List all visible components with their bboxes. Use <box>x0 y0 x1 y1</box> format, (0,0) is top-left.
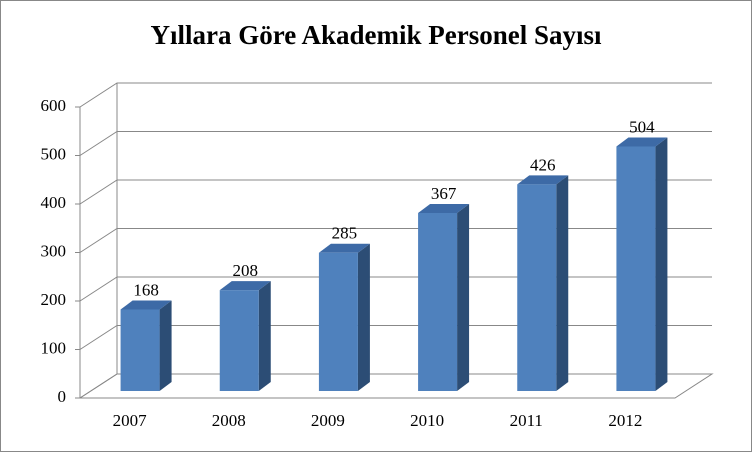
x-tick-label: 2012 <box>608 411 642 430</box>
bar-side <box>655 137 668 391</box>
bar-side <box>357 243 370 391</box>
grid-line <box>79 179 712 205</box>
value-label: 285 <box>332 224 358 243</box>
bar-side <box>556 175 569 391</box>
value-label: 367 <box>431 184 457 203</box>
bar-side <box>457 204 470 391</box>
y-tick-label: 500 <box>41 144 67 163</box>
y-tick-label: 400 <box>41 193 67 212</box>
grid-line <box>79 131 712 156</box>
bar <box>219 281 271 391</box>
value-label: 426 <box>530 155 556 174</box>
bar-top <box>120 300 172 310</box>
bar-front <box>318 252 358 391</box>
bar <box>517 175 569 391</box>
bar-top <box>616 137 668 147</box>
grid-line <box>79 82 712 108</box>
bar <box>120 300 172 391</box>
y-tick-label: 200 <box>41 290 67 309</box>
bar-top <box>318 243 370 253</box>
bar-front <box>219 290 259 391</box>
bar-front <box>120 309 160 391</box>
bar <box>616 137 668 391</box>
value-label: 208 <box>233 261 259 280</box>
floor <box>79 373 714 399</box>
grid-line <box>79 228 712 253</box>
grid-line <box>79 325 712 350</box>
bar <box>318 243 370 391</box>
chart-title: Yıllara Göre Akademik Personel Sayısı <box>151 20 602 50</box>
x-tick-label: 2011 <box>510 411 543 430</box>
value-label: 504 <box>629 117 655 136</box>
bar-top <box>418 204 470 214</box>
bar-front <box>418 213 458 391</box>
x-tick-label: 2008 <box>212 411 246 430</box>
x-tick-label: 2010 <box>410 411 444 430</box>
bar-side <box>159 300 172 391</box>
y-tick-label: 300 <box>41 241 67 260</box>
bar-top <box>219 281 271 291</box>
x-tick-label: 2009 <box>311 411 345 430</box>
bar <box>418 204 470 391</box>
y-tick-label: 600 <box>41 96 67 115</box>
grid-line <box>79 276 712 302</box>
bar-top <box>517 175 569 185</box>
bar-front <box>616 146 656 391</box>
value-label: 168 <box>133 280 159 299</box>
bar-side <box>258 281 271 391</box>
y-tick-label: 100 <box>41 338 67 357</box>
bar-front <box>517 184 557 391</box>
y-tick-label: 0 <box>58 387 67 406</box>
x-tick-label: 2007 <box>113 411 148 430</box>
